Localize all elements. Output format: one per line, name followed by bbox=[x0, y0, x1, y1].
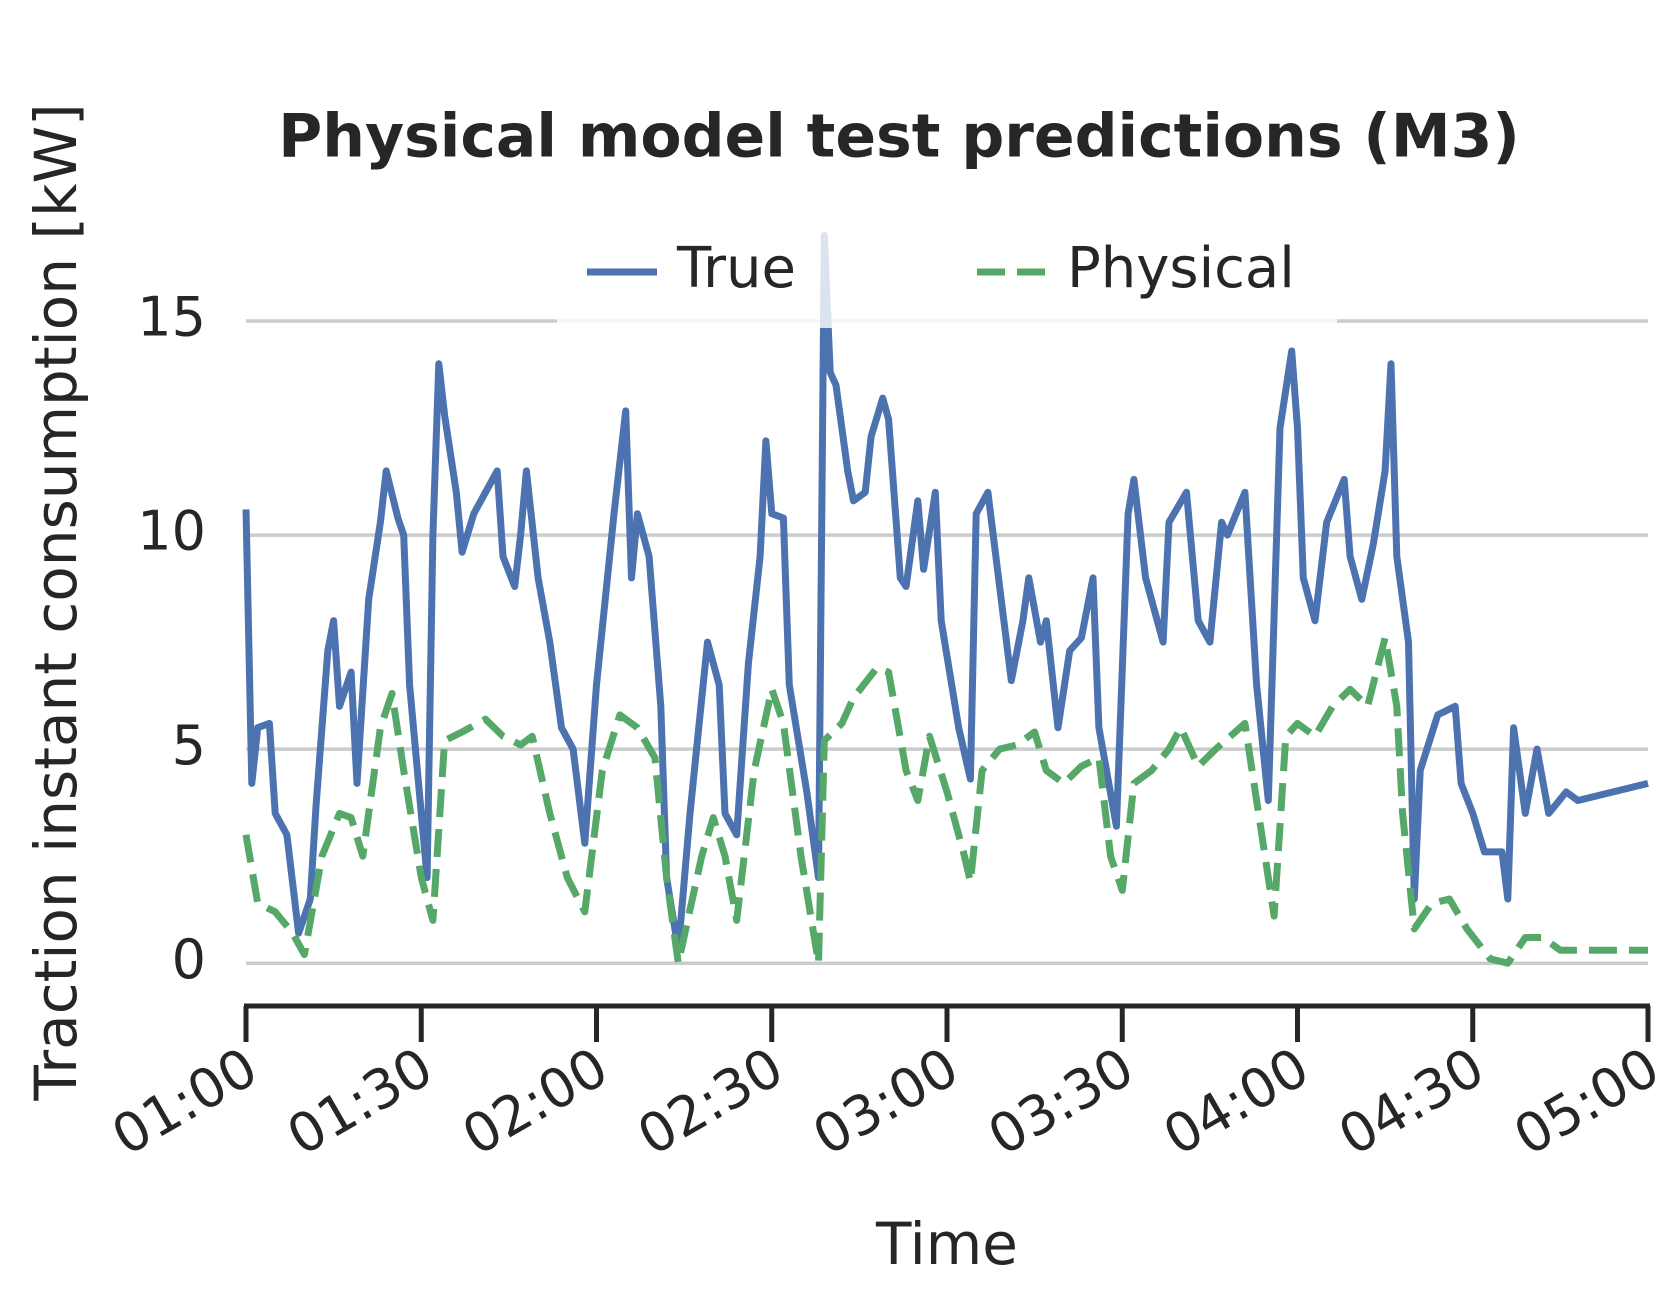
x-tick-label: 02:00 bbox=[452, 1035, 618, 1167]
legend: True Physical bbox=[557, 216, 1337, 328]
series-line bbox=[242, 634, 1648, 967]
x-tick-label: 03:00 bbox=[803, 1035, 969, 1167]
legend-label: Physical bbox=[1067, 236, 1295, 301]
x-axis-label: Time bbox=[875, 1210, 1018, 1278]
y-tick-label: 0 bbox=[172, 928, 206, 991]
x-tick-label: 03:30 bbox=[978, 1035, 1144, 1167]
x-tick-label: 04:30 bbox=[1328, 1035, 1494, 1167]
chart-title: Physical model test predictions (M3) bbox=[278, 102, 1519, 172]
y-axis-label: Traction instant consumption [kW] bbox=[22, 103, 90, 1101]
y-tick-label: 5 bbox=[172, 714, 206, 777]
x-tick-label: 01:30 bbox=[277, 1035, 443, 1167]
x-tick-label: 04:00 bbox=[1153, 1035, 1319, 1167]
series-line bbox=[242, 231, 1649, 954]
legend-box bbox=[557, 216, 1337, 328]
y-tick-label: 15 bbox=[137, 286, 206, 349]
x-tick-label: 05:00 bbox=[1504, 1035, 1669, 1167]
x-tick-label: 01:00 bbox=[102, 1035, 268, 1167]
x-tick-label: 02:30 bbox=[627, 1035, 793, 1167]
y-tick-label: 10 bbox=[137, 500, 206, 563]
legend-label: True bbox=[676, 236, 796, 301]
